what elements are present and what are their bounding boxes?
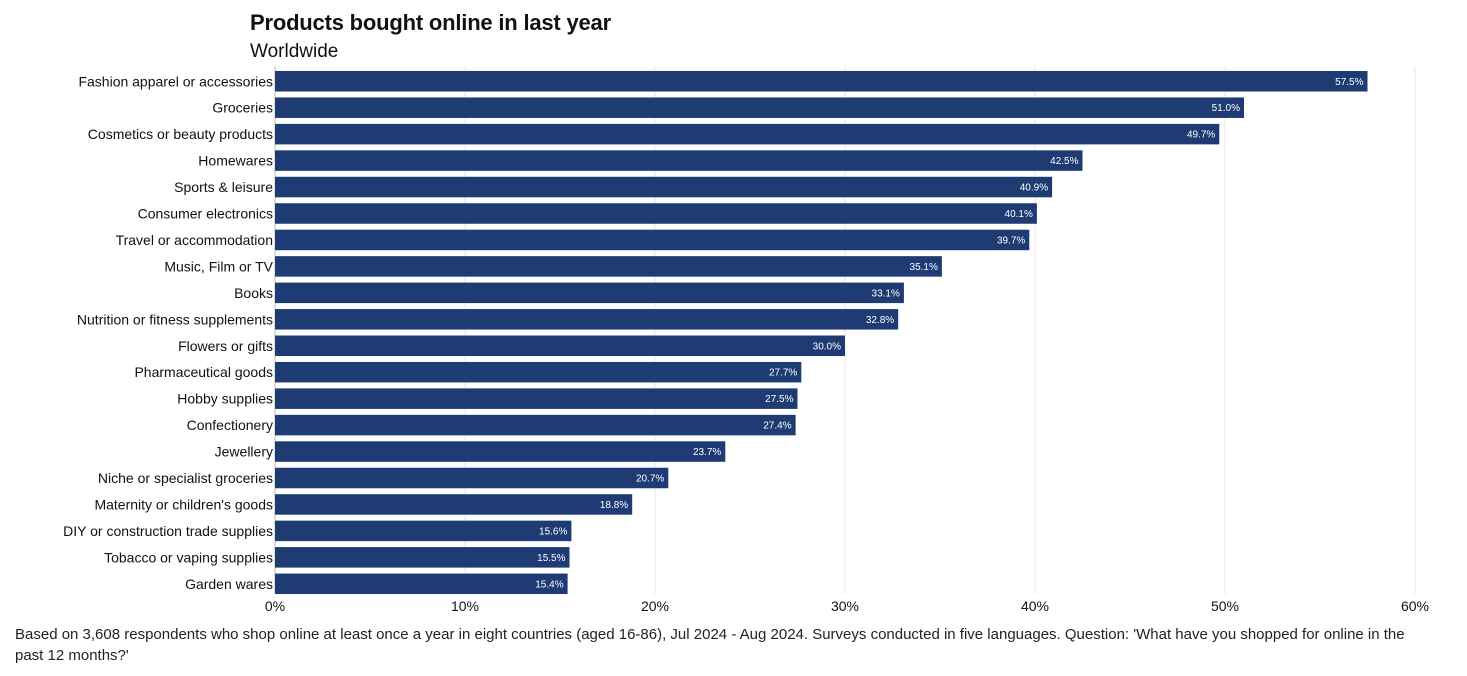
category-label: Nutrition or fitness supplements xyxy=(77,311,273,327)
category-label: Hobby supplies xyxy=(177,391,273,407)
bar xyxy=(275,414,796,436)
bar xyxy=(275,441,726,462)
value-label: 33.1% xyxy=(872,288,900,299)
value-label: 32.8% xyxy=(866,315,894,326)
category-label: Niche or specialist groceries xyxy=(98,470,273,486)
category-label: Cosmetics or beauty products xyxy=(88,126,273,142)
category-label: Pharmaceutical goods xyxy=(134,364,273,380)
category-label: Travel or accommodation xyxy=(116,232,273,248)
value-label: 23.7% xyxy=(693,447,721,458)
bar xyxy=(275,388,798,409)
bar xyxy=(275,361,802,383)
bar xyxy=(275,335,845,356)
x-tick-label: 50% xyxy=(1211,598,1239,614)
value-label: 18.8% xyxy=(600,500,628,511)
value-label: 39.7% xyxy=(997,235,1025,246)
bar xyxy=(275,97,1244,118)
value-label: 40.1% xyxy=(1005,209,1033,220)
value-label: 15.5% xyxy=(537,553,565,564)
category-label: Music, Film or TV xyxy=(164,258,273,274)
value-labels: 57.5% 51.0% 49.7% 42.5% 40.9% 40.1% 39.7% 35.1%… xyxy=(535,77,1363,591)
value-label: 27.7% xyxy=(769,368,797,379)
category-label: Groceries xyxy=(212,100,273,116)
category-label: Consumer electronics xyxy=(138,206,273,222)
bars xyxy=(275,71,1368,595)
chart-title: Products bought online in last year xyxy=(250,10,611,35)
category-label: Flowers or gifts xyxy=(178,338,273,354)
x-tick-label: 0% xyxy=(265,598,285,614)
bar xyxy=(275,123,1220,145)
value-label: 30.0% xyxy=(813,341,841,352)
bar xyxy=(275,494,633,515)
value-label: 15.6% xyxy=(539,526,567,537)
category-label: DIY or construction trade supplies xyxy=(63,523,273,539)
bar xyxy=(275,229,1030,251)
x-tick-label: 40% xyxy=(1021,598,1049,614)
bar xyxy=(275,282,904,304)
value-label: 27.4% xyxy=(763,421,791,432)
bar-chart: Fashion apparel or accessories Groceries C… xyxy=(63,66,1429,614)
bar xyxy=(275,467,669,489)
bar xyxy=(275,176,1053,198)
x-tick-label: 10% xyxy=(451,598,479,614)
value-label: 27.5% xyxy=(765,394,793,405)
category-label: Books xyxy=(234,285,273,301)
x-tick-label: 20% xyxy=(641,598,669,614)
value-label: 57.5% xyxy=(1335,77,1363,88)
value-label: 49.7% xyxy=(1187,130,1215,141)
bar xyxy=(275,520,572,542)
bar xyxy=(275,150,1083,171)
category-labels: Fashion apparel or accessories Groceries C… xyxy=(63,73,274,592)
category-label: Confectionery xyxy=(187,417,273,433)
category-label: Fashion apparel or accessories xyxy=(78,73,273,89)
value-label: 51.0% xyxy=(1212,103,1240,114)
value-label: 35.1% xyxy=(910,262,938,273)
x-tick-label: 60% xyxy=(1401,598,1429,614)
x-tick-label: 30% xyxy=(831,598,859,614)
bar xyxy=(275,547,570,568)
category-label: Garden wares xyxy=(185,576,273,592)
value-label: 20.7% xyxy=(636,474,664,485)
category-label: Maternity or children's goods xyxy=(94,496,273,512)
category-label: Sports & leisure xyxy=(174,179,273,195)
bar xyxy=(275,309,899,330)
x-axis-ticks: 0% 10% 20% 30% 40% 50% 60% xyxy=(265,598,1429,614)
grid-lines xyxy=(274,66,1416,594)
category-label: Jewellery xyxy=(215,444,273,460)
chart-subtitle: Worldwide xyxy=(250,41,339,62)
bar xyxy=(275,573,568,595)
bar xyxy=(275,256,942,277)
value-label: 42.5% xyxy=(1050,156,1078,167)
value-label: 15.4% xyxy=(535,579,563,590)
footnote: Based on 3,608 respondents who shop onli… xyxy=(15,626,1405,664)
value-label: 40.9% xyxy=(1020,183,1048,194)
category-label: Homewares xyxy=(198,153,273,169)
bar xyxy=(275,203,1037,224)
category-label: Tobacco or vaping supplies xyxy=(104,549,273,565)
bar xyxy=(275,71,1368,92)
